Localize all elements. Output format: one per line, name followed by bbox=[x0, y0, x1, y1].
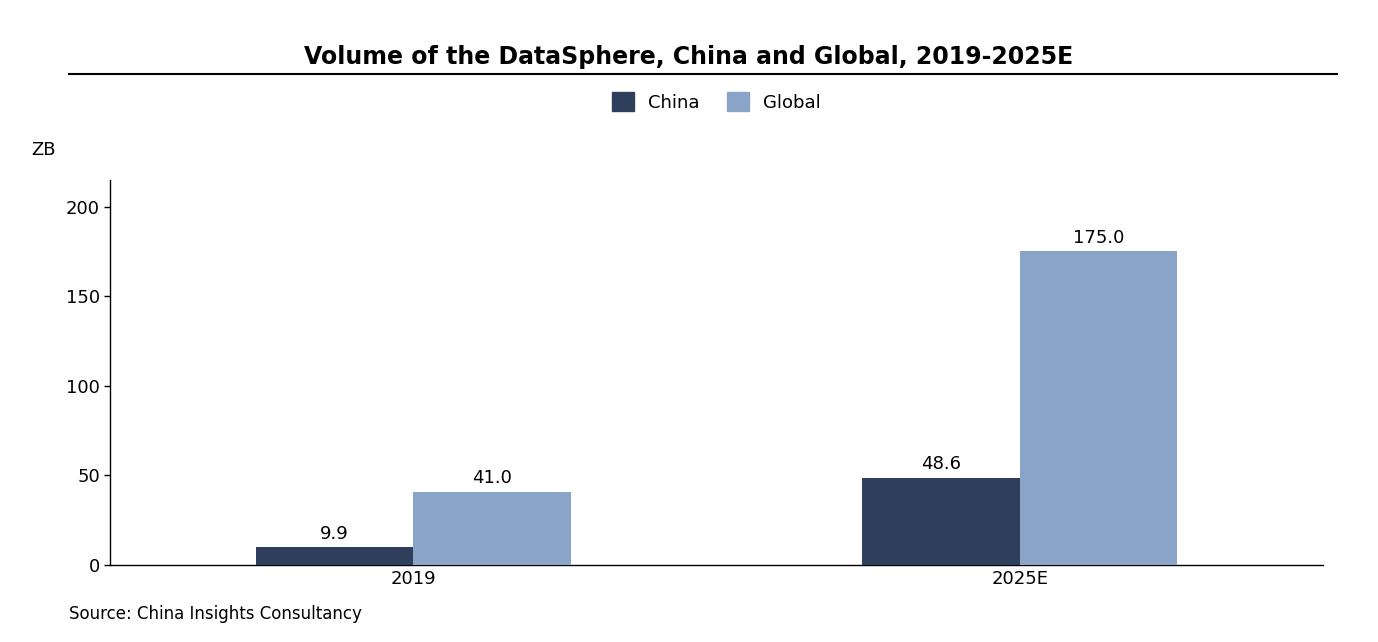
Text: 175.0: 175.0 bbox=[1073, 229, 1124, 247]
Bar bbox=[413, 492, 570, 565]
Bar bbox=[256, 547, 413, 565]
Legend: China, Global: China, Global bbox=[612, 92, 821, 112]
Bar bbox=[863, 478, 1020, 565]
Text: Volume of the DataSphere, China and Global, 2019-2025E: Volume of the DataSphere, China and Glob… bbox=[305, 45, 1073, 69]
Bar bbox=[1020, 252, 1177, 565]
Text: ZB: ZB bbox=[32, 141, 56, 159]
Text: Source: China Insights Consultancy: Source: China Insights Consultancy bbox=[69, 605, 362, 623]
Text: 48.6: 48.6 bbox=[921, 455, 960, 473]
Text: 9.9: 9.9 bbox=[320, 525, 349, 542]
Text: 41.0: 41.0 bbox=[473, 469, 513, 487]
